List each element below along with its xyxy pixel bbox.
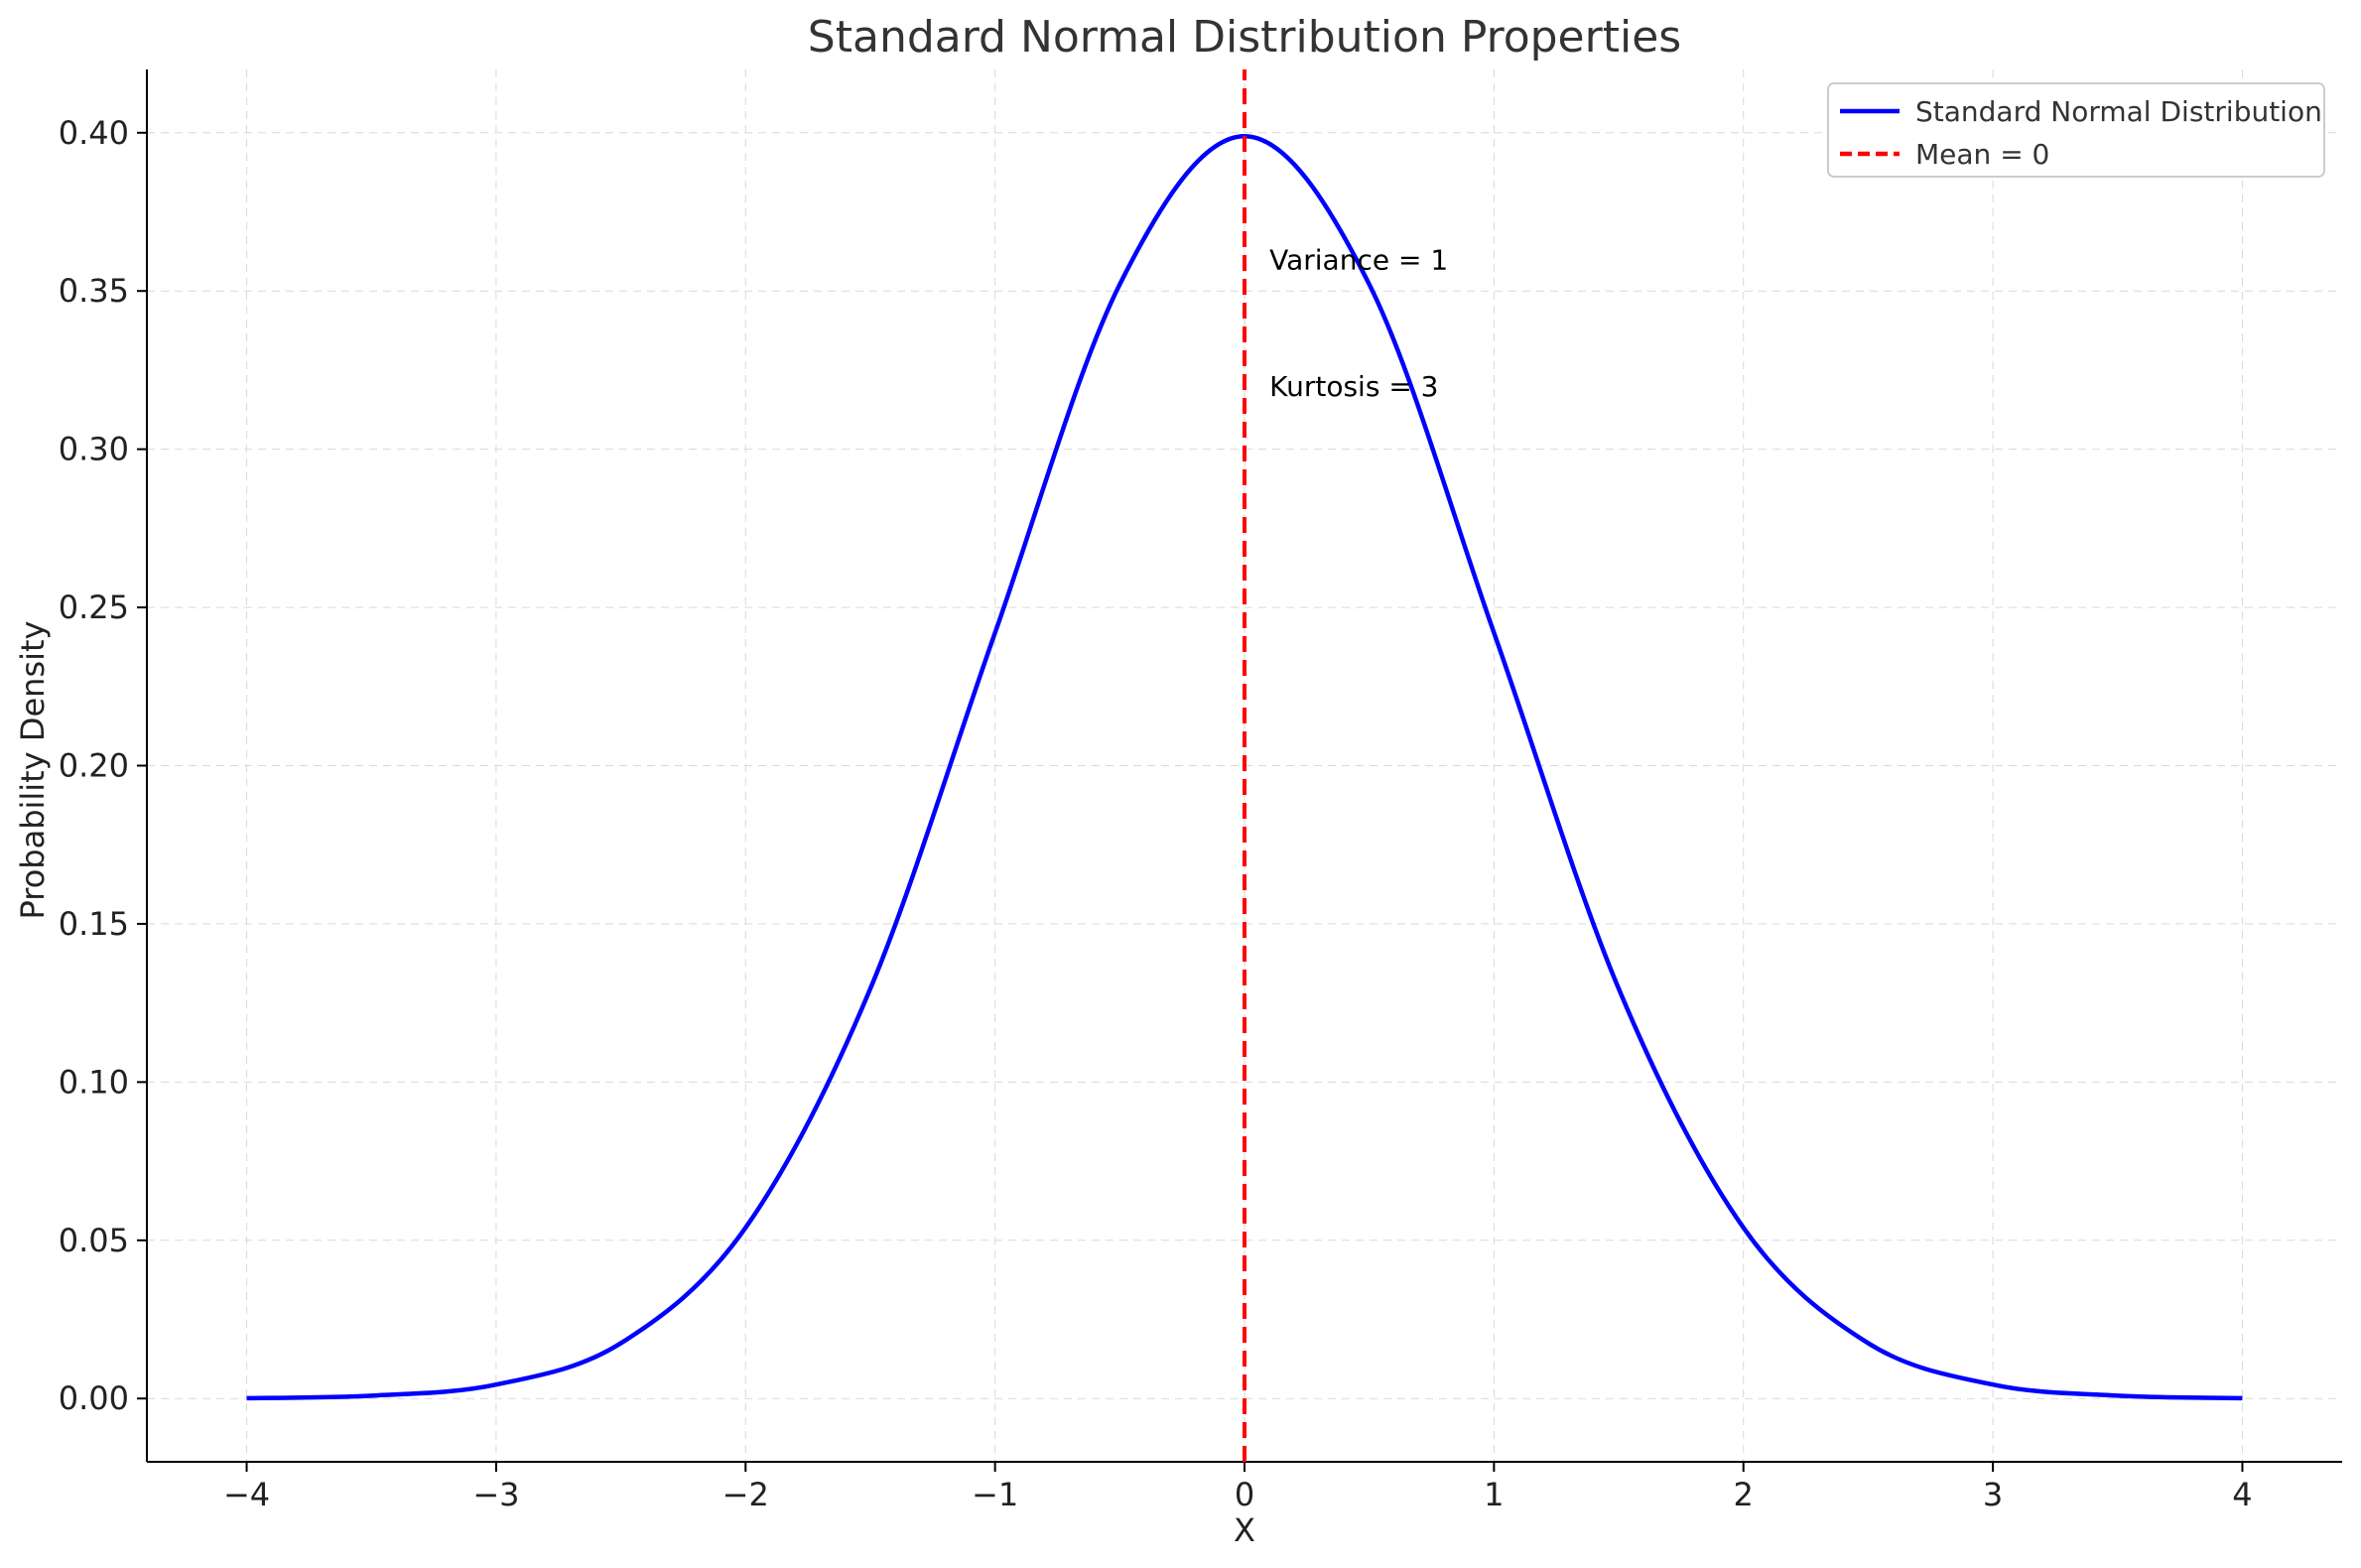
y-tick-label: 0.35 — [59, 272, 129, 310]
y-tick-label: 0.20 — [59, 747, 129, 785]
y-tick-label: 0.30 — [59, 431, 129, 468]
x-tick-label: −4 — [223, 1476, 270, 1513]
x-tick-label: −1 — [972, 1476, 1018, 1513]
x-tick-label: −3 — [472, 1476, 519, 1513]
x-tick-label: 1 — [1484, 1476, 1504, 1513]
chart-series — [246, 69, 2243, 1462]
y-tick-label: 0.05 — [59, 1222, 129, 1259]
y-tick-label: 0.25 — [59, 588, 129, 626]
chart-annotations: Variance = 1 Kurtosis = 3 — [1269, 243, 1448, 403]
legend-entry-label: Standard Normal Distribution — [1915, 95, 2322, 128]
x-tick-label: −2 — [722, 1476, 769, 1513]
y-tick-label: 0.40 — [59, 114, 129, 152]
axis-ticks: −4 −3 −2 −1 0 1 2 3 4 0.00 0.05 0.10 0.15 0.20 0.25 0.3… — [59, 114, 2253, 1513]
annotation-label: Kurtosis = 3 — [1269, 370, 1438, 403]
x-tick-label: 0 — [1235, 1476, 1254, 1513]
legend-entry-label: Mean = 0 — [1915, 138, 2049, 171]
y-tick-label: 0.10 — [59, 1063, 129, 1101]
x-tick-label: 2 — [1734, 1476, 1754, 1513]
y-tick-label: 0.15 — [59, 905, 129, 943]
y-tick-label: 0.00 — [59, 1379, 129, 1417]
annotation-label: Variance = 1 — [1269, 243, 1448, 276]
chart-legend: Standard Normal Distribution Mean = 0 — [1827, 82, 2325, 178]
chart-title: Standard Normal Distribution Properties — [808, 12, 1681, 63]
x-axis-label: X — [1234, 1511, 1255, 1549]
x-tick-label: 3 — [1983, 1476, 2003, 1513]
legend-box — [1827, 82, 2325, 178]
x-tick-label: 4 — [2232, 1476, 2252, 1513]
y-axis-label: Probability Density — [14, 621, 52, 920]
